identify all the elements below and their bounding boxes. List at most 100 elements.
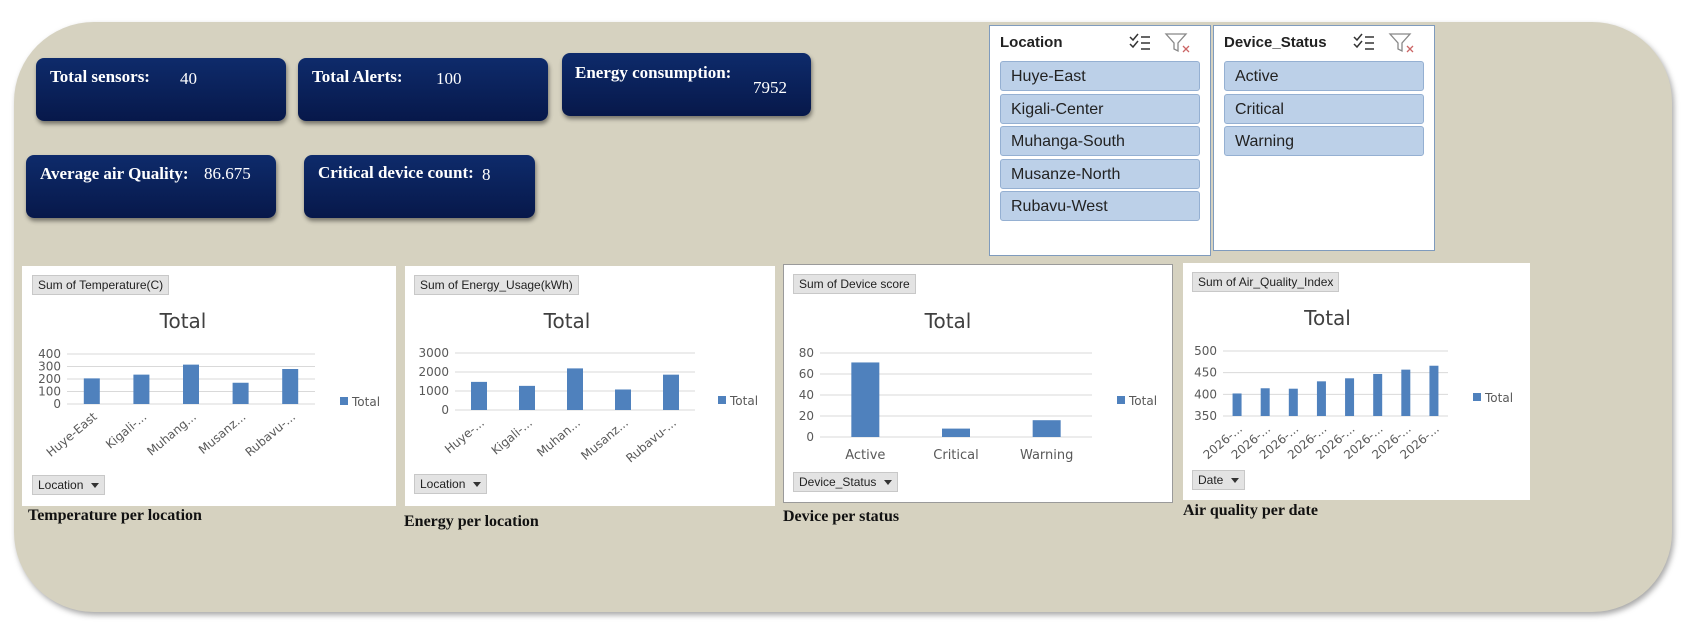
clear-filter-icon[interactable] — [1388, 33, 1414, 53]
chart-caption: Energy per location — [404, 513, 539, 530]
bar — [282, 369, 299, 404]
y-tick-label: 200 — [38, 372, 61, 386]
y-tick-label: 3000 — [418, 346, 449, 360]
kpi-label: Critical device count: — [318, 163, 474, 182]
slicer-item-huye-east[interactable]: Huye-East — [1000, 61, 1200, 91]
chart-filter-button[interactable]: Location — [32, 475, 106, 495]
kpi-value: 7952 — [753, 78, 787, 97]
chart-caption: Temperature per location — [28, 507, 202, 524]
legend-swatch — [718, 396, 726, 404]
kpi-critical-device-count: Critical device count: 8 — [304, 155, 535, 218]
chart-title: Total — [543, 309, 591, 333]
y-tick-label: 1000 — [418, 384, 449, 398]
chart-title: Total — [1303, 306, 1351, 330]
chart-filter-button[interactable]: Device_Status — [793, 472, 899, 492]
bar — [1373, 373, 1383, 416]
bar — [1429, 365, 1439, 416]
chart-field-button: Sum of Device score — [793, 274, 916, 294]
x-tick-label: Rubavu-... — [243, 410, 299, 460]
device-status-slicer-title: Device_Status — [1224, 34, 1327, 51]
filter-label: Location — [38, 478, 84, 492]
kpi-label: Total sensors: — [50, 67, 150, 86]
legend-label: Total — [351, 395, 380, 409]
bar — [183, 364, 199, 404]
y-tick-label: 400 — [1194, 387, 1217, 401]
energy-chart: Sum of Energy_Usage(kWh) Total 0 1000 2000 3… — [405, 266, 775, 506]
chart-canvas: Total 0 20 40 60 80 Active Critical Warning Total — [799, 309, 1157, 463]
y-tick-label: 400 — [38, 347, 61, 361]
x-tick-label: Muhan... — [534, 416, 583, 460]
y-tick-label: 0 — [53, 397, 61, 411]
slicer-item-muhanga-south[interactable]: Muhanga-South — [1000, 126, 1200, 156]
chart-field-button: Sum of Temperature(C) — [32, 275, 170, 295]
chart-filter-button[interactable]: Date — [1192, 470, 1246, 490]
clear-filter-icon[interactable] — [1164, 33, 1190, 53]
multi-select-icon[interactable] — [1129, 33, 1150, 50]
x-tick-label: Warning — [1020, 448, 1073, 463]
kpi-value: 86.675 — [204, 164, 251, 183]
filter-label: Location — [420, 477, 466, 491]
bar — [1401, 369, 1411, 416]
chart-caption: Air quality per date — [1183, 502, 1318, 519]
chart-filter-button[interactable]: Location — [414, 474, 488, 494]
chart-caption: Device per status — [783, 508, 900, 525]
kpi-value: 40 — [180, 69, 197, 88]
chart-title: Total — [924, 309, 972, 333]
y-tick-label: 0 — [441, 403, 449, 417]
dropdown-arrow-icon — [473, 482, 482, 488]
bar — [1288, 388, 1298, 416]
bar — [942, 428, 970, 437]
chart-canvas: Total 0 1000 2000 3000 Huye-... Kigali-... Muha… — [418, 309, 758, 466]
x-tick-label: Kigali-... — [103, 410, 149, 452]
chart-title: Total — [159, 309, 207, 333]
x-tick-label: Musanz... — [196, 410, 249, 457]
dropdown-arrow-icon — [91, 483, 100, 489]
multi-select-icon[interactable] — [1353, 33, 1374, 50]
x-tick-label: Active — [845, 448, 885, 463]
bar — [615, 389, 631, 410]
legend-swatch — [340, 397, 348, 405]
chart-field-button: Sum of Air_Quality_Index — [1192, 272, 1340, 292]
bar — [1260, 388, 1270, 416]
y-tick-label: 80 — [799, 346, 814, 360]
location-slicer-title: Location — [1000, 34, 1063, 51]
location-slicer: Location Huye-East Kigali-Center Muhanga… — [989, 25, 1211, 256]
slicer-item-musanze-north[interactable]: Musanze-North — [1000, 159, 1200, 189]
legend-swatch — [1473, 393, 1481, 401]
kpi-total-sensors: Total sensors: 40 — [36, 58, 286, 121]
filter-label: Date — [1198, 473, 1224, 487]
bar — [1232, 393, 1242, 416]
kpi-label: Total Alerts: — [312, 67, 403, 86]
kpi-value: 8 — [482, 165, 491, 184]
slicer-tools — [1128, 32, 1198, 59]
y-tick-label: 500 — [1194, 344, 1217, 358]
dropdown-arrow-icon — [1231, 478, 1240, 484]
bar — [1032, 420, 1061, 437]
slicer-item-warning[interactable]: Warning — [1224, 126, 1424, 156]
kpi-value: 100 — [436, 69, 462, 88]
bar — [232, 382, 249, 404]
bar — [567, 368, 583, 410]
kpi-label: Average air Quality: — [40, 164, 189, 183]
x-tick-label: Kigali-... — [489, 416, 535, 458]
legend-label: Total — [729, 394, 758, 408]
kpi-average-air-quality: Average air Quality: 86.675 — [26, 155, 276, 218]
y-tick-label: 300 — [38, 360, 61, 374]
x-tick-label: Rubavu-... — [623, 416, 679, 466]
kpi-energy-consumption: Energy consumption: 7952 — [562, 53, 811, 116]
device-status-slicer: Device_Status Active Critical Warning — [1213, 25, 1435, 251]
y-tick-label: 350 — [1194, 409, 1217, 423]
slicer-item-active[interactable]: Active — [1224, 61, 1424, 91]
y-tick-label: 2000 — [418, 365, 449, 379]
dropdown-arrow-icon — [884, 480, 893, 486]
x-tick-label: Critical — [933, 448, 978, 463]
y-tick-label: 40 — [799, 388, 814, 402]
slicer-item-critical[interactable]: Critical — [1224, 94, 1424, 124]
x-tick-label: Muhang... — [144, 410, 199, 459]
bar — [1316, 381, 1326, 416]
device-status-chart: Sum of Device score Total 0 20 40 60 80 Active… — [783, 264, 1173, 503]
slicer-item-kigali-center[interactable]: Kigali-Center — [1000, 94, 1200, 124]
bar — [519, 385, 535, 410]
y-tick-label: 100 — [38, 385, 61, 399]
slicer-item-rubavu-west[interactable]: Rubavu-West — [1000, 191, 1200, 221]
